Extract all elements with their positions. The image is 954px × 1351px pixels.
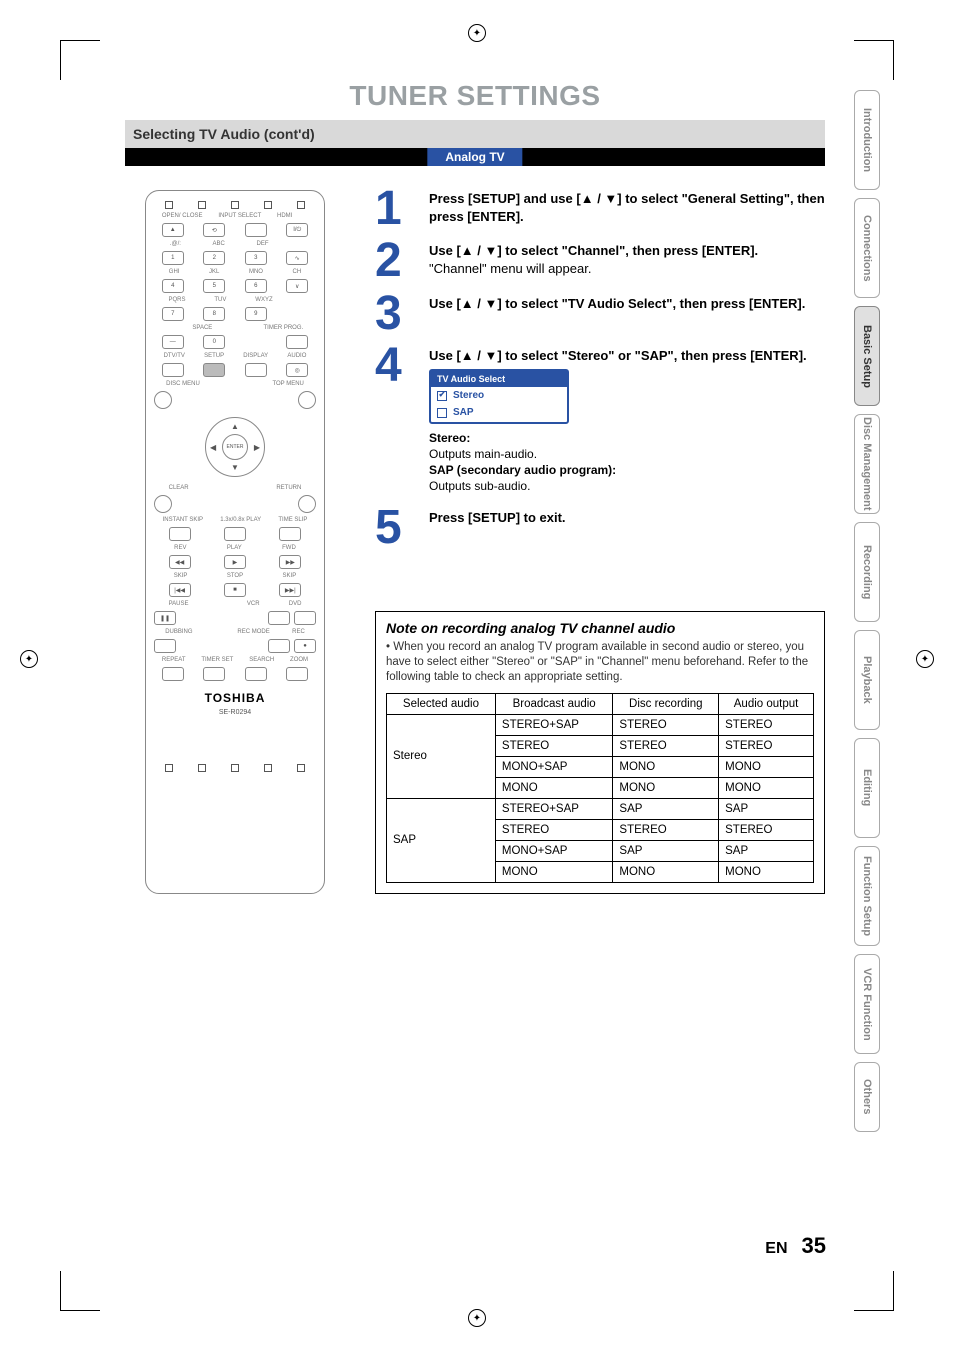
steps-column: 1 Press [SETUP] and use [▲ / ▼] to selec… — [375, 190, 825, 894]
tab-recording: Recording — [854, 522, 880, 622]
tab-playback: Playback — [854, 630, 880, 730]
step-3: 3 Use [▲ / ▼] to select "TV Audio Select… — [375, 295, 825, 333]
note-box: Note on recording analog TV channel audi… — [375, 611, 825, 894]
section-header: Selecting TV Audio (cont'd) — [125, 120, 825, 148]
tab-connections: Connections — [854, 198, 880, 298]
tab-basic-setup: Basic Setup — [854, 306, 880, 406]
tab-introduction: Introduction — [854, 90, 880, 190]
audio-table: Selected audioBroadcast audioDisc record… — [386, 693, 814, 883]
remote-brand: TOSHIBA — [154, 691, 316, 705]
step-2: 2 Use [▲ / ▼] to select "Channel", then … — [375, 242, 825, 280]
page-footer: EN 35 — [765, 1233, 826, 1259]
definitions: Stereo: Outputs main-audio. SAP (seconda… — [429, 430, 807, 495]
tab-others: Others — [854, 1062, 880, 1132]
analog-tv-tag: Analog TV — [427, 148, 522, 166]
step-4: 4 Use [▲ / ▼] to select "Stereo" or "SAP… — [375, 347, 825, 494]
tv-audio-menu: TV Audio Select ✔Stereo SAP — [429, 369, 569, 424]
remote-control-diagram: OPEN/ CLOSEINPUT SELECTHDMI ▲⟲I/⏻ .@/:AB… — [145, 190, 325, 894]
side-tabs: Introduction Connections Basic Setup Disc M… — [854, 90, 880, 1132]
step-1: 1 Press [SETUP] and use [▲ / ▼] to selec… — [375, 190, 825, 228]
tab-editing: Editing — [854, 738, 880, 838]
page-title: TUNER SETTINGS — [125, 80, 825, 112]
tab-disc-management: Disc Management — [854, 414, 880, 514]
divider-bar: Analog TV — [125, 148, 825, 166]
remote-model: SE-R0294 — [154, 709, 316, 716]
step-5: 5 Press [SETUP] to exit. — [375, 509, 825, 547]
tab-function-setup: Function Setup — [854, 846, 880, 946]
tab-vcr-function: VCR Function — [854, 954, 880, 1054]
